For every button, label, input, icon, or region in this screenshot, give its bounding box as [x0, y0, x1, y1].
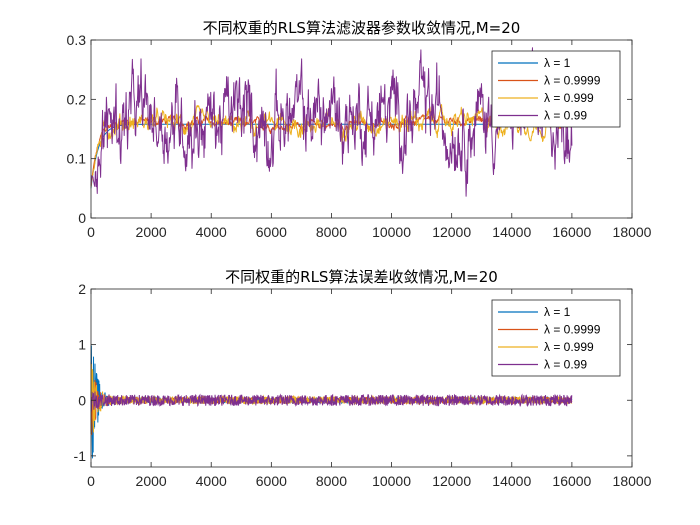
x-tick-label: 14000 [492, 473, 531, 489]
legend-label: λ = 0.999 [544, 91, 594, 105]
x-tick-label: 18000 [613, 224, 652, 240]
x-tick-label: 16000 [552, 473, 591, 489]
x-tick-label: 0 [87, 224, 95, 240]
legend-box [491, 299, 621, 377]
x-tick-label: 2000 [136, 473, 167, 489]
x-tick-label: 4000 [196, 224, 227, 240]
legend-box [491, 50, 621, 128]
legend: λ = 1 λ = 0.9999 λ = 0.999 λ = 0.99 [491, 299, 621, 377]
x-tick-label: 2000 [136, 224, 167, 240]
x-tick-label: 18000 [613, 473, 652, 489]
parameter-convergence-plot: 0 2000 4000 6000 8000 10000 12000 14000 16000 180… [67, 19, 652, 240]
y-tick-label: 0.2 [67, 91, 87, 107]
legend-label: λ = 0.9999 [544, 74, 601, 88]
axis-ticks: 0 2000 4000 6000 8000 10000 12000 14000 16000 180… [67, 32, 652, 240]
x-tick-label: 12000 [432, 473, 471, 489]
x-tick-label: 12000 [432, 224, 471, 240]
x-tick-label: 14000 [492, 224, 531, 240]
x-tick-label: 10000 [372, 224, 411, 240]
axis-ticks: 0 2000 4000 6000 8000 10000 12000 14000 16000 180… [74, 281, 652, 489]
x-tick-label: 8000 [316, 473, 347, 489]
x-tick-label: 16000 [552, 224, 591, 240]
y-tick-label: -1 [74, 448, 87, 464]
axes-box [90, 39, 633, 219]
legend: λ = 1 λ = 0.9999 λ = 0.999 λ = 0.99 [491, 50, 621, 128]
x-tick-label: 10000 [372, 473, 411, 489]
legend-label: λ = 1 [544, 56, 571, 70]
legend-label: λ = 0.9999 [544, 323, 601, 337]
legend-label: λ = 0.999 [544, 340, 594, 354]
y-tick-label: 0 [78, 392, 86, 408]
y-tick-label: 0.1 [67, 151, 87, 167]
axes-box [90, 288, 633, 468]
y-tick-label: 1 [78, 337, 86, 353]
series-lines [90, 345, 573, 459]
series-line [90, 391, 573, 412]
error-convergence-plot: 0 2000 4000 6000 8000 10000 12000 14000 16000 180… [74, 268, 652, 489]
chart-title: 不同权重的RLS算法滤波器参数收敛情况,M=20 [203, 19, 521, 37]
x-tick-label: 6000 [256, 473, 287, 489]
series-line [90, 47, 573, 197]
legend-label: λ = 0.99 [544, 109, 587, 123]
y-tick-label: 0.3 [67, 32, 87, 48]
legend-label: λ = 0.99 [544, 358, 587, 372]
x-tick-label: 0 [87, 473, 95, 489]
y-tick-label: 0 [78, 210, 86, 226]
x-tick-label: 6000 [256, 224, 287, 240]
legend-label: λ = 1 [544, 305, 571, 319]
x-tick-label: 8000 [316, 224, 347, 240]
x-tick-label: 4000 [196, 473, 227, 489]
y-tick-label: 2 [78, 281, 86, 297]
chart-title: 不同权重的RLS算法误差收敛情况,M=20 [225, 268, 498, 286]
